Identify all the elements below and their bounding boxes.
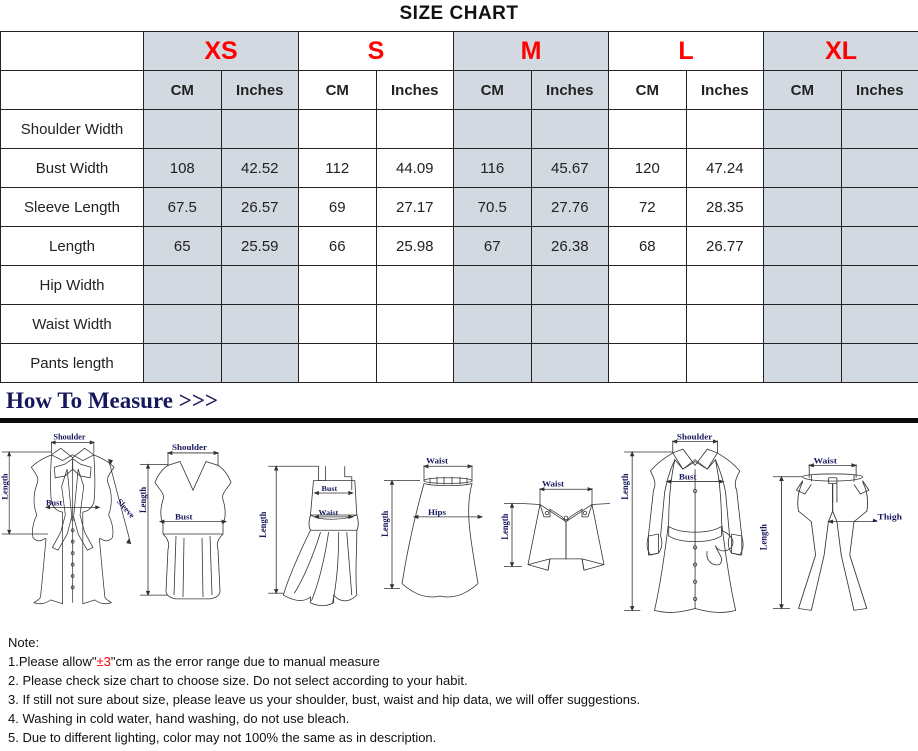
svg-text:Shoulder: Shoulder [53,431,85,441]
svg-text:Waist: Waist [542,479,564,489]
svg-text:Length: Length [0,473,9,500]
svg-text:Length: Length [758,524,769,550]
svg-text:Waist: Waist [813,456,836,465]
svg-text:Waist: Waist [319,508,339,517]
svg-text:Sleeve: Sleeve [115,496,137,520]
svg-text:Shoulder: Shoulder [172,442,207,452]
svg-text:Length: Length [258,512,268,538]
svg-text:Shoulder: Shoulder [677,432,713,442]
svg-text:Thigh: Thigh [877,512,902,521]
svg-text:Bust: Bust [175,512,193,522]
svg-text:Bust: Bust [679,472,697,482]
svg-text:Waist: Waist [426,456,448,466]
svg-text:Length: Length [380,511,390,537]
svg-text:Bust: Bust [46,497,62,507]
svg-text:Length: Length [500,513,510,539]
svg-text:Bust: Bust [322,484,338,493]
svg-text:Length: Length [620,473,630,499]
svg-text:Hips: Hips [428,507,447,517]
svg-text:Length: Length [138,487,148,513]
